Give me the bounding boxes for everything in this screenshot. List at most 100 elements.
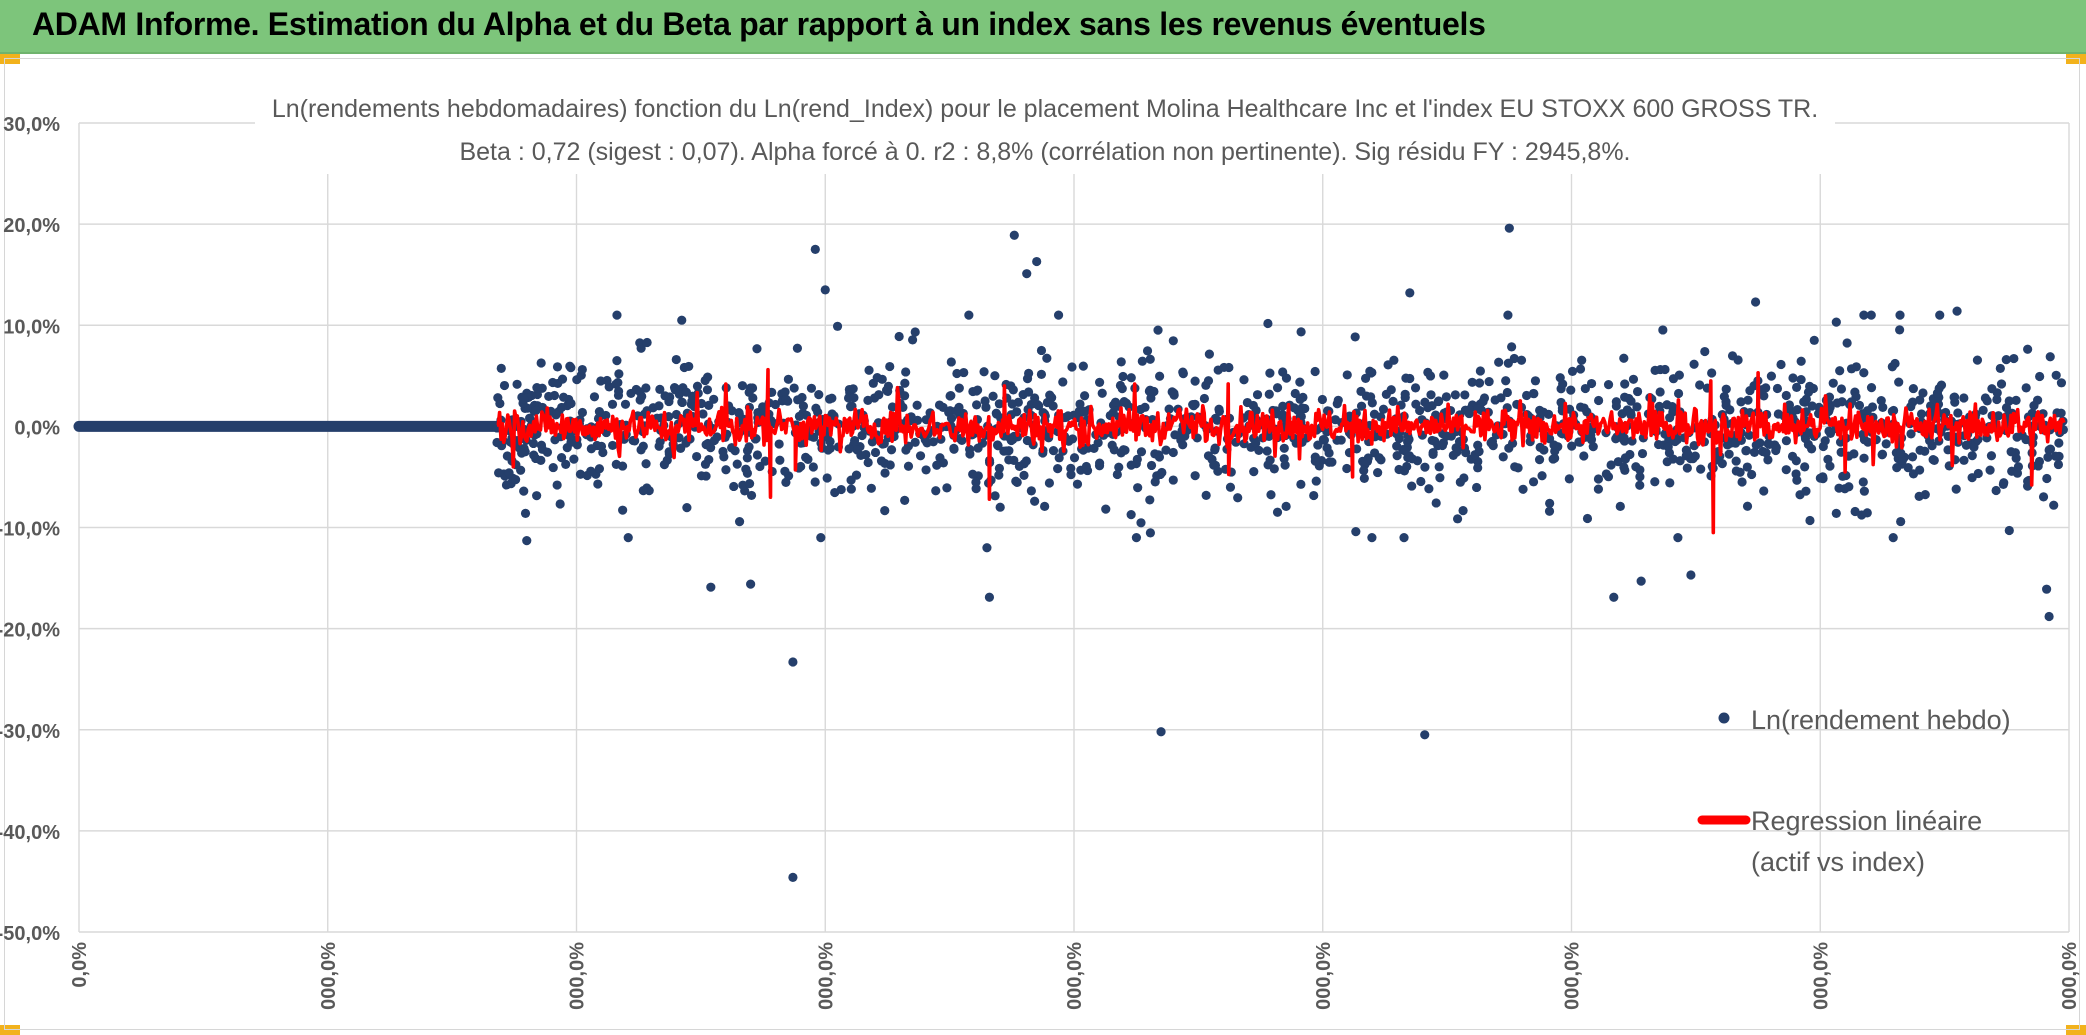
data-point xyxy=(532,383,542,393)
legend-points-marker xyxy=(1718,712,1730,724)
data-point xyxy=(1761,448,1771,458)
data-point xyxy=(1888,533,1898,543)
data-point xyxy=(654,441,664,451)
data-point xyxy=(1204,349,1214,359)
data-point xyxy=(921,465,931,475)
y-tick-label: 30,0% xyxy=(3,114,60,136)
data-point xyxy=(1594,395,1604,406)
data-point xyxy=(846,484,856,494)
data-point xyxy=(792,343,803,353)
data-point xyxy=(1823,454,1833,464)
data-point xyxy=(1026,486,1036,496)
data-point xyxy=(2056,378,2067,388)
data-point xyxy=(1658,325,1668,335)
data-point xyxy=(780,466,790,476)
data-point xyxy=(1914,491,1924,501)
data-point xyxy=(813,407,823,417)
data-point xyxy=(1310,452,1320,462)
data-point xyxy=(1733,355,1743,365)
data-point xyxy=(1682,463,1692,473)
data-point xyxy=(1771,442,1781,453)
data-point xyxy=(1410,383,1421,393)
data-point xyxy=(1021,456,1031,466)
data-point xyxy=(1178,367,1188,377)
data-point xyxy=(1800,462,1810,472)
data-point xyxy=(1696,464,1706,474)
data-point xyxy=(794,411,805,421)
data-point xyxy=(928,437,938,447)
data-point xyxy=(1991,485,2001,496)
data-point xyxy=(1438,438,1449,448)
data-point xyxy=(1239,375,1249,385)
data-point xyxy=(1580,383,1590,394)
data-point xyxy=(1359,465,1369,476)
data-point xyxy=(942,483,952,493)
data-point xyxy=(566,363,576,373)
data-point xyxy=(1796,374,1806,385)
data-point xyxy=(1330,415,1340,425)
data-point xyxy=(1722,440,1733,450)
data-point xyxy=(1763,455,1773,465)
data-point xyxy=(980,396,990,406)
data-point xyxy=(1828,378,1838,388)
data-point xyxy=(910,327,920,337)
data-point xyxy=(932,460,942,470)
data-point xyxy=(577,364,587,375)
legend-regression-label-line-1: Regression linéaire xyxy=(1751,806,1982,836)
data-point xyxy=(1311,476,1321,486)
chart-title-group: Ln(rendements hebdomadaires) fonction du… xyxy=(255,86,1835,174)
data-point xyxy=(1053,310,1064,320)
data-point xyxy=(1252,390,1263,400)
data-point xyxy=(863,457,873,468)
x-tick-label: 0,0% xyxy=(69,942,91,988)
data-point xyxy=(1048,446,1059,456)
data-point xyxy=(1916,409,1927,419)
data-point xyxy=(1373,467,1383,478)
data-point xyxy=(696,471,707,481)
data-point xyxy=(866,483,876,493)
data-point xyxy=(874,390,884,400)
data-point xyxy=(608,440,618,451)
data-point xyxy=(900,378,910,388)
data-point xyxy=(1116,357,1126,367)
chart-title-line-1: Ln(rendements hebdomadaires) fonction du… xyxy=(272,95,1818,123)
data-point xyxy=(1987,384,1997,394)
data-point xyxy=(1383,360,1393,370)
data-point xyxy=(1894,377,1904,387)
data-point xyxy=(1896,516,1906,527)
data-point-outlier xyxy=(1022,269,1032,279)
data-point xyxy=(2006,447,2016,457)
data-point xyxy=(655,384,665,394)
data-point xyxy=(1744,430,1754,440)
data-point xyxy=(1042,397,1052,408)
data-point xyxy=(1635,472,1645,482)
y-tick-label: -10,0% xyxy=(0,519,60,541)
data-point xyxy=(2045,352,2055,362)
data-point xyxy=(1801,486,1811,496)
data-point xyxy=(1792,382,1802,392)
data-point xyxy=(1611,434,1621,444)
data-point xyxy=(1265,455,1275,465)
data-point xyxy=(2038,492,2049,502)
data-point-outlier xyxy=(1686,570,1696,580)
data-point xyxy=(1665,478,1675,488)
data-point xyxy=(1365,366,1375,376)
data-point xyxy=(1434,396,1444,406)
data-point xyxy=(1530,376,1541,386)
data-point xyxy=(1674,370,1684,380)
data-point xyxy=(1707,368,1717,378)
data-point xyxy=(1545,498,1555,508)
data-point xyxy=(952,368,962,379)
data-point xyxy=(1866,383,1877,393)
data-point xyxy=(1332,399,1342,409)
data-point xyxy=(2054,438,2064,448)
data-point xyxy=(1993,411,2004,421)
data-point xyxy=(971,386,982,396)
data-point xyxy=(511,474,521,485)
data-point xyxy=(1959,393,1969,403)
data-point xyxy=(1961,440,1971,450)
data-point xyxy=(1144,386,1154,396)
data-point xyxy=(931,486,941,496)
data-point xyxy=(701,440,711,450)
data-point xyxy=(1145,354,1155,364)
